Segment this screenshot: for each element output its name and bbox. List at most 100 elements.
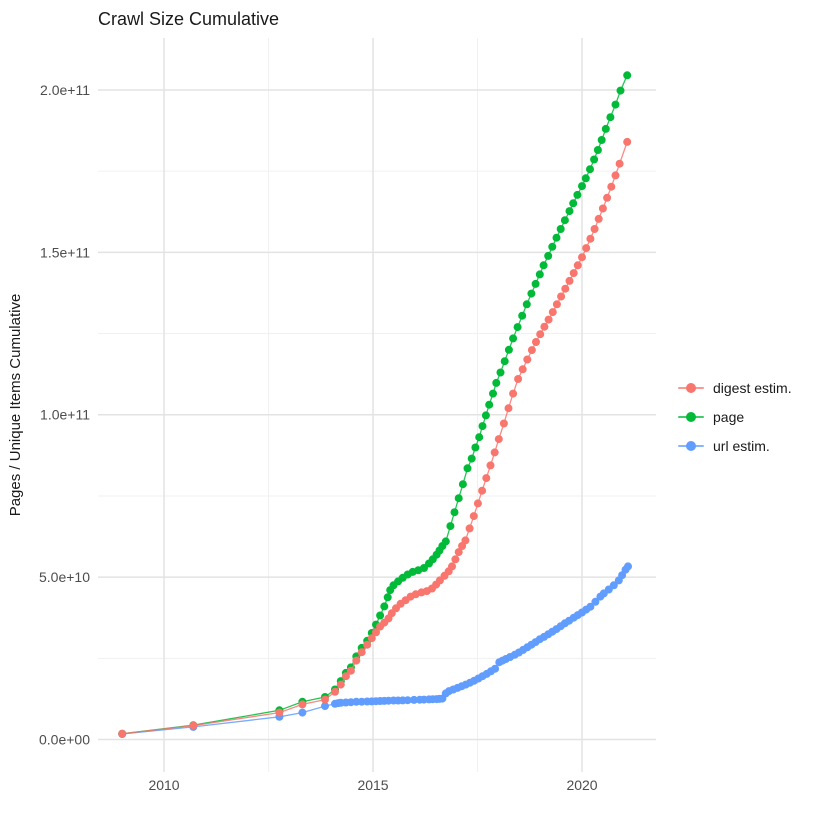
series-digest-point bbox=[527, 346, 536, 355]
grid-layer bbox=[98, 38, 656, 772]
series-digest-point bbox=[189, 721, 198, 730]
series-page-point bbox=[485, 400, 494, 409]
series-url-point bbox=[298, 708, 307, 717]
url-legend-dot bbox=[686, 441, 696, 451]
series-digest-point bbox=[590, 225, 599, 233]
series-digest-point bbox=[490, 448, 499, 457]
series-digest-point bbox=[372, 628, 380, 637]
legend-item-page: page bbox=[678, 407, 792, 427]
series-digest-point bbox=[336, 680, 345, 689]
series-page-point bbox=[548, 242, 557, 251]
series-page-point bbox=[597, 136, 606, 144]
series-page-point bbox=[578, 182, 586, 191]
series-page-point bbox=[489, 389, 497, 398]
series-page-point bbox=[573, 190, 582, 199]
series-digest-point bbox=[469, 512, 478, 521]
series-digest-point bbox=[557, 292, 566, 301]
series-digest-point bbox=[514, 375, 523, 383]
y-tick-label: 5.0e+10 bbox=[39, 569, 90, 585]
series-page-point bbox=[458, 480, 467, 489]
series-digest-point bbox=[118, 729, 127, 738]
series-url-point bbox=[609, 581, 618, 590]
series-url-point bbox=[410, 695, 418, 704]
series-page-point bbox=[478, 422, 487, 431]
y-tick-label: 1.5e+11 bbox=[40, 244, 90, 260]
series-url-point bbox=[491, 664, 500, 673]
series-page-point bbox=[606, 113, 615, 122]
series-url-point bbox=[591, 597, 600, 606]
series-page-point bbox=[518, 311, 527, 320]
series-digest-point bbox=[341, 672, 350, 681]
series-page-point bbox=[623, 71, 632, 80]
series-page-point bbox=[450, 508, 459, 517]
series-digest-point bbox=[482, 474, 491, 483]
series-digest-point bbox=[582, 244, 591, 253]
series-digest-point bbox=[523, 355, 532, 364]
series-page-point bbox=[552, 233, 561, 242]
series-digest-point bbox=[569, 269, 578, 278]
series-digest-point bbox=[357, 648, 366, 657]
series-page-point bbox=[565, 207, 574, 216]
series-digest-point bbox=[544, 315, 553, 324]
series-digest-line bbox=[122, 141, 628, 735]
series-page-point bbox=[454, 494, 463, 503]
x-tick-label: 2020 bbox=[566, 777, 597, 793]
series-digest-point bbox=[367, 634, 376, 643]
legend-item-digest: digest estim. bbox=[678, 378, 792, 398]
series-url-point bbox=[321, 702, 329, 711]
legend-item-url: url estim. bbox=[678, 436, 792, 456]
series-digest bbox=[118, 137, 632, 738]
series-page-point bbox=[496, 368, 505, 377]
series-page-point bbox=[475, 433, 484, 442]
digest-legend-key-icon bbox=[678, 382, 704, 394]
series-page-point bbox=[492, 378, 501, 387]
series-digest-point bbox=[615, 159, 624, 168]
y-tick-label: 0.0e+00 bbox=[39, 732, 90, 748]
series-digest-point bbox=[603, 193, 612, 202]
series-digest-point bbox=[298, 700, 307, 709]
series-page-point bbox=[535, 270, 544, 279]
series-page bbox=[118, 71, 632, 738]
x-tick-label: 2015 bbox=[357, 777, 388, 793]
series-digest-point bbox=[346, 666, 355, 675]
series-page-point bbox=[527, 289, 536, 298]
series-digest-point bbox=[586, 234, 595, 243]
page-legend-dot bbox=[686, 412, 696, 422]
series-digest-point bbox=[499, 419, 508, 428]
series-digest-point bbox=[518, 365, 527, 374]
series-page-point bbox=[376, 611, 385, 620]
series-digest-point bbox=[509, 389, 518, 398]
series-page-point bbox=[383, 593, 392, 602]
series-digest-point bbox=[478, 486, 487, 495]
series-page-point bbox=[467, 454, 476, 463]
series-digest-point bbox=[504, 404, 513, 413]
series-digest-point bbox=[486, 461, 495, 470]
page-legend-key-icon bbox=[678, 411, 704, 423]
series-digest-point bbox=[611, 171, 620, 180]
series-page-point bbox=[581, 174, 590, 183]
series-digest-point bbox=[607, 182, 616, 191]
series-digest-point bbox=[561, 284, 570, 293]
series-digest-point bbox=[321, 695, 329, 704]
series-digest-point bbox=[598, 204, 607, 213]
series-url-line bbox=[122, 566, 629, 735]
series-digest-point bbox=[594, 214, 603, 223]
series-page-point bbox=[590, 155, 599, 164]
series-layer bbox=[118, 71, 632, 738]
series-digest-point bbox=[275, 708, 284, 717]
series-page-point bbox=[544, 251, 553, 260]
series-page-point bbox=[616, 86, 625, 95]
url-legend-key-icon bbox=[678, 440, 704, 452]
series-page-point bbox=[446, 522, 455, 531]
y-tick-label: 1.0e+11 bbox=[40, 407, 90, 423]
legend-label-digest: digest estim. bbox=[713, 380, 792, 396]
series-page-point bbox=[463, 464, 472, 473]
series-page-point bbox=[509, 334, 518, 343]
chart-title: Crawl Size Cumulative bbox=[98, 9, 279, 29]
series-page-point bbox=[513, 323, 522, 332]
series-digest-point bbox=[552, 300, 561, 309]
series-digest-point bbox=[532, 338, 540, 346]
tick-layer: 0.0e+00 5.0e+10 1.0e+11 1.5e+11 2.0e+11 2010 2… bbox=[39, 82, 598, 793]
series-digest-point bbox=[451, 555, 460, 564]
